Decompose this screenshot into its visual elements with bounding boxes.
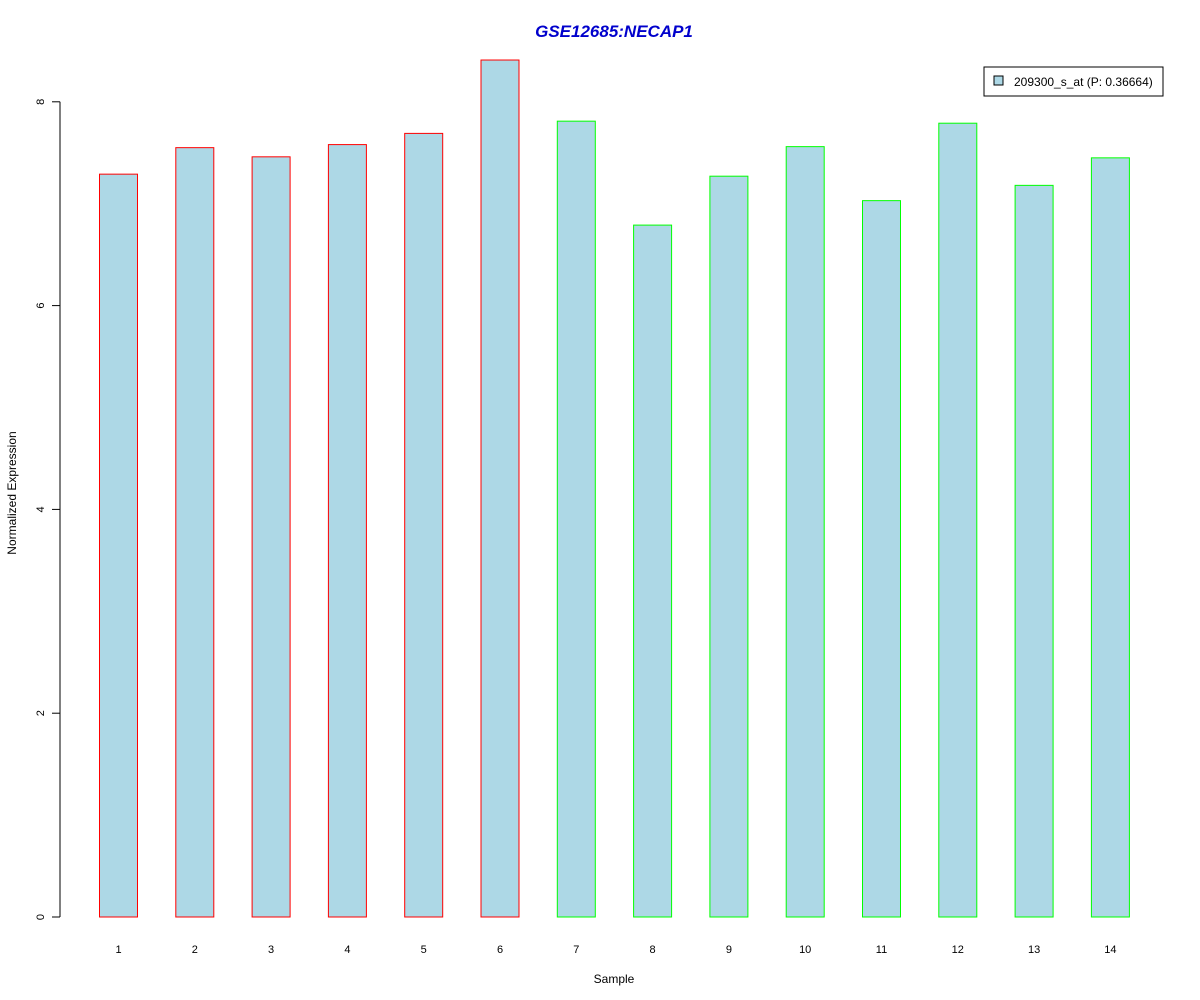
bar [1090, 157, 1130, 918]
bar [327, 144, 367, 918]
x-tick-label: 4 [344, 944, 350, 956]
bar [1014, 184, 1054, 918]
x-axis-label: Sample [594, 972, 635, 986]
x-tick-label: 8 [650, 944, 656, 956]
bar [175, 147, 215, 918]
bar [251, 156, 291, 918]
bar [709, 175, 749, 918]
legend-swatch [993, 75, 1004, 86]
x-tick-label: 3 [268, 944, 274, 956]
bar [99, 173, 138, 918]
y-axis: 0 2 4 6 8 [35, 99, 61, 920]
x-tick-label: 14 [1104, 944, 1116, 956]
bar [556, 120, 596, 918]
bar [785, 146, 825, 918]
y-tick-label: 0 [35, 914, 47, 920]
legend-entry: 209300_s_at (P: 0.36664) [1014, 75, 1153, 89]
x-tick-label: 9 [726, 944, 732, 956]
y-tick-label: 8 [35, 99, 47, 105]
bar [480, 59, 520, 918]
x-tick-label: 7 [573, 944, 579, 956]
x-tick-label: 11 [876, 944, 887, 956]
x-tick-label: 10 [799, 944, 811, 956]
legend: 209300_s_at (P: 0.36664) [983, 66, 1164, 97]
bar [633, 224, 673, 918]
y-tick-label: 6 [35, 303, 47, 309]
x-tick-label: 6 [497, 944, 503, 956]
x-tick-label: 12 [952, 944, 964, 956]
y-axis-label: Normalized Expression [5, 431, 19, 554]
chart-title: GSE12685:NECAP1 [535, 22, 693, 41]
bar [938, 122, 978, 918]
y-tick-label: 4 [35, 506, 47, 512]
x-tick-label: 2 [192, 944, 198, 956]
x-tick-label: 13 [1028, 944, 1040, 956]
y-tick-label: 2 [35, 710, 47, 716]
x-tick-label: 5 [421, 944, 427, 956]
bars [99, 59, 1130, 918]
x-tick-labels: 1 2 3 4 5 6 7 8 9 10 11 12 13 14 [115, 944, 1116, 956]
legend-box [983, 66, 1164, 97]
bar [862, 200, 901, 918]
bar [404, 132, 444, 918]
x-tick-label: 1 [115, 944, 121, 956]
